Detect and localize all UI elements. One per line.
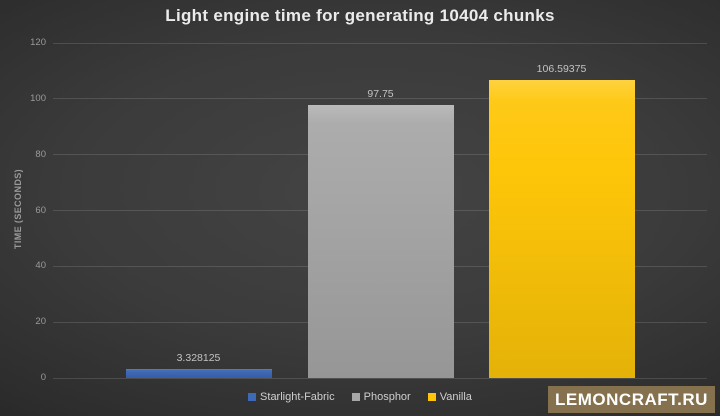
watermark-badge: LEMONCRAFT.RU (548, 386, 715, 413)
y-tick-label-100: 100 (30, 92, 46, 104)
bar-vanilla (488, 80, 635, 378)
y-tick-label-120: 120 (30, 37, 46, 48)
legend-label: Vanilla (439, 391, 472, 403)
y-tick-label-60: 60 (35, 204, 46, 216)
legend-label: Starlight-Fabric (260, 391, 335, 403)
y-tick-label-40: 40 (35, 260, 46, 272)
y-tick-label-0: 0 (40, 372, 46, 383)
chart-title: Light engine time for generating 10404 c… (165, 6, 555, 25)
gridline-100 (53, 98, 707, 100)
bar-value-label-starlight-fabric: 3.328125 (176, 351, 221, 364)
bar-phosphor (307, 105, 454, 378)
y-tick-label-80: 80 (35, 148, 46, 160)
y-tick-label-20: 20 (35, 316, 46, 328)
gridline-0 (53, 377, 707, 379)
legend-item-starlight-fabric: Starlight-Fabric (248, 391, 335, 403)
legend: Starlight-Fabric Phosphor Vanilla (0, 391, 720, 403)
legend-label: Phosphor (363, 391, 411, 403)
legend-swatch-icon (351, 393, 360, 401)
bar-starlight-fabric (125, 368, 272, 378)
legend-swatch-icon (427, 393, 436, 401)
legend-swatch-icon (248, 393, 257, 401)
gridline-120 (53, 42, 707, 44)
bar-value-label-phosphor: 97.75 (367, 88, 394, 101)
legend-item-phosphor: Phosphor (351, 391, 411, 403)
legend-item-vanilla: Vanilla (427, 391, 472, 403)
bar-value-label-vanilla: 106.59375 (536, 63, 587, 76)
